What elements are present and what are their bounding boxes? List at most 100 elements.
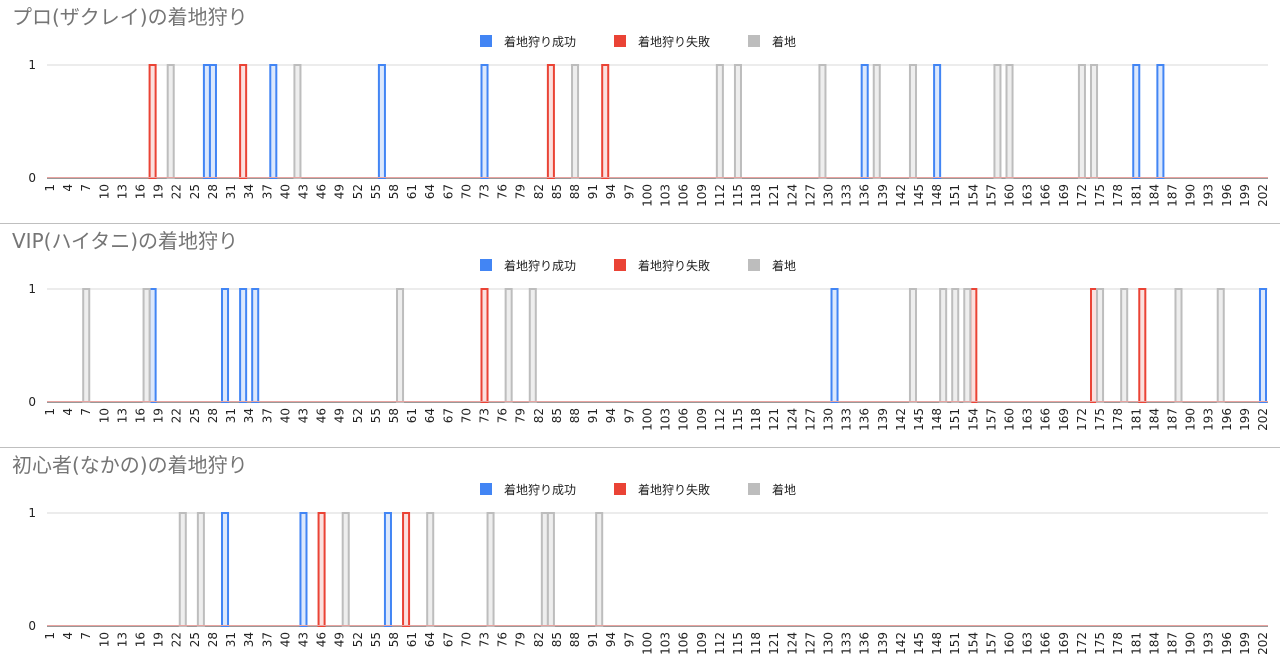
x-tick-label: 34: [242, 632, 256, 647]
x-tick-label: 202: [1256, 408, 1270, 431]
x-tick-label: 58: [387, 632, 401, 647]
x-tick-label: 88: [568, 184, 582, 199]
x-tick-label: 184: [1147, 632, 1161, 655]
x-tick-label: 46: [315, 408, 329, 423]
x-tick-label: 70: [459, 184, 473, 199]
x-tick-label: 13: [115, 632, 129, 647]
x-tick-label: 55: [369, 632, 383, 647]
x-tick-label: 187: [1165, 184, 1179, 207]
x-tick-label: 4: [61, 408, 75, 416]
x-tick-label: 67: [441, 408, 455, 423]
x-tick-label: 163: [1021, 184, 1035, 207]
x-tick-label: 172: [1075, 632, 1089, 655]
x-tick-label: 121: [767, 184, 781, 207]
x-tick-label: 133: [840, 408, 854, 431]
y-tick-label: 0: [28, 619, 36, 633]
x-tick-label: 4: [61, 632, 75, 640]
x-tick-label: 16: [134, 184, 148, 199]
x-tick-label: 154: [966, 184, 980, 207]
x-tick-label: 112: [713, 632, 727, 655]
x-tick-label: 145: [912, 184, 926, 207]
x-tick-label: 151: [948, 184, 962, 207]
x-tick-label: 43: [296, 408, 310, 423]
x-tick-label: 103: [659, 408, 673, 431]
data-bar: [715, 64, 724, 179]
x-tick-label: 109: [695, 632, 709, 655]
x-tick-label: 127: [803, 632, 817, 655]
legend-label-2: 着地狩り失敗: [638, 482, 710, 497]
x-tick-label: 52: [351, 184, 365, 199]
x-tick-label: 28: [206, 632, 220, 647]
x-tick-label: 46: [315, 184, 329, 199]
x-tick-label: 79: [514, 184, 528, 199]
x-tick-label: 160: [1003, 632, 1017, 655]
chart-title: VIP(ハイタニ)の着地狩り: [12, 229, 238, 253]
x-tick-label: 52: [351, 408, 365, 423]
x-tick-label: 82: [532, 408, 546, 423]
x-tick-label: 19: [152, 408, 166, 423]
x-tick-label: 67: [441, 632, 455, 647]
legend-label-1: 着地狩り成功: [504, 482, 576, 497]
data-bar: [939, 288, 948, 403]
x-tick-label: 118: [749, 632, 763, 655]
x-tick-label: 151: [948, 408, 962, 431]
x-tick-label: 181: [1129, 632, 1143, 655]
x-tick-label: 37: [260, 408, 274, 423]
x-tick-label: 100: [640, 408, 654, 431]
x-tick-label: 157: [984, 632, 998, 655]
data-bar: [396, 288, 405, 403]
legend-label-3: 着地: [772, 258, 796, 273]
data-bar: [571, 64, 580, 179]
data-bar: [166, 64, 175, 179]
x-tick-label: 61: [405, 408, 419, 423]
x-tick-label: 148: [930, 632, 944, 655]
x-tick-label: 130: [821, 408, 835, 431]
data-bar: [933, 64, 942, 179]
x-tick-label: 202: [1256, 632, 1270, 655]
x-tick-label: 169: [1057, 632, 1071, 655]
data-bar: [486, 512, 495, 627]
x-tick-label: 85: [550, 632, 564, 647]
x-tick-label: 160: [1003, 408, 1017, 431]
x-tick-label: 55: [369, 408, 383, 423]
x-tick-label: 145: [912, 632, 926, 655]
x-tick-label: 115: [731, 408, 745, 431]
x-tick-label: 79: [514, 632, 528, 647]
x-tick-label: 94: [604, 184, 618, 199]
x-tick-label: 124: [785, 184, 799, 207]
y-tick-label: 0: [28, 395, 36, 409]
data-bar: [595, 512, 604, 627]
x-tick-label: 196: [1220, 184, 1234, 207]
x-tick-label: 25: [188, 632, 202, 647]
x-tick-label: 28: [206, 408, 220, 423]
x-tick-label: 4: [61, 184, 75, 192]
x-tick-label: 10: [97, 408, 111, 423]
data-bar: [504, 288, 513, 403]
x-tick-label: 19: [152, 184, 166, 199]
x-tick-label: 49: [333, 632, 347, 647]
x-tick-label: 106: [677, 632, 691, 655]
data-bar: [299, 512, 308, 627]
x-tick-label: 103: [659, 632, 673, 655]
x-tick-label: 46: [315, 632, 329, 647]
x-tick-label: 133: [840, 184, 854, 207]
x-tick-label: 22: [170, 632, 184, 647]
x-tick-label: 175: [1093, 632, 1107, 655]
x-tick-label: 64: [423, 632, 437, 647]
data-bar: [148, 64, 157, 179]
x-tick-label: 184: [1147, 184, 1161, 207]
legend-label-2: 着地狩り失敗: [638, 34, 710, 49]
x-tick-label: 49: [333, 408, 347, 423]
x-tick-label: 175: [1093, 408, 1107, 431]
x-tick-label: 184: [1147, 408, 1161, 431]
x-tick-label: 1: [43, 184, 57, 192]
chart-title: 初心者(なかの)の着地狩り: [12, 453, 248, 477]
x-tick-label: 172: [1075, 408, 1089, 431]
x-tick-label: 70: [459, 408, 473, 423]
data-bar: [1089, 64, 1099, 179]
x-tick-label: 193: [1202, 408, 1216, 431]
x-tick-label: 22: [170, 408, 184, 423]
x-tick-label: 73: [478, 184, 492, 199]
x-tick-label: 136: [858, 632, 872, 655]
